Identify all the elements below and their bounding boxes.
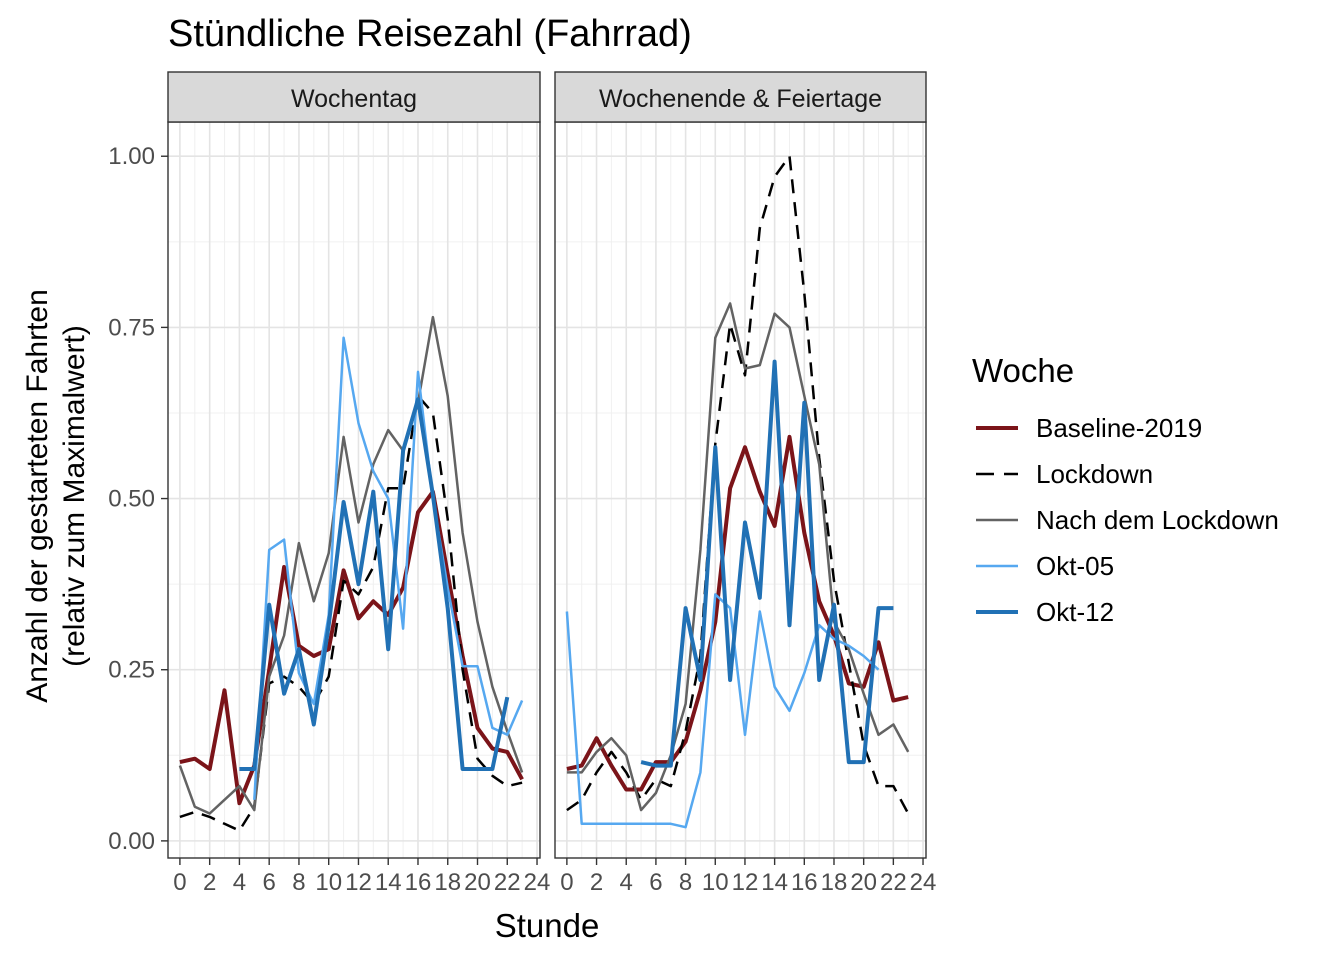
x-tick-label: 18 xyxy=(434,869,461,896)
x-tick-label: 16 xyxy=(405,869,432,896)
legend-item-okt-05: Okt-05 xyxy=(976,551,1114,581)
x-tick-label: 4 xyxy=(233,869,246,896)
legend-item-lockdown: Lockdown xyxy=(976,459,1153,489)
x-tick-label: 24 xyxy=(910,869,937,896)
legend-label: Lockdown xyxy=(1036,459,1153,489)
x-tick-label: 2 xyxy=(203,869,216,896)
x-tick-label: 6 xyxy=(649,869,662,896)
facet-strip-label: Wochenende & Feiertage xyxy=(599,85,882,113)
legend-item-nach-dem-lockdown: Nach dem Lockdown xyxy=(976,505,1279,535)
y-axis-label-line1: Anzahl der gestarteten Fahrten xyxy=(21,289,54,703)
series-line-okt-12-wochentag xyxy=(239,397,510,771)
y-tick-label: 0.00 xyxy=(108,828,155,855)
facet-strip-label: Wochentag xyxy=(291,85,417,113)
x-tick-label: 20 xyxy=(850,869,877,896)
series-line-lockdown-wochenende-and-feiertage xyxy=(566,154,910,815)
y-axis-label-line2: (relativ zum Maximalwert) xyxy=(58,325,91,667)
series-line-nach-dem-lockdown-wochenende-and-feiertage xyxy=(566,302,910,812)
x-tick-label: 20 xyxy=(464,869,491,896)
x-tick-label: 22 xyxy=(494,869,521,896)
x-tick-label: 6 xyxy=(263,869,276,896)
x-tick-label: 24 xyxy=(524,869,551,896)
facet-strip xyxy=(167,71,541,123)
x-tick-label: 14 xyxy=(375,869,402,896)
series-line-nach-dem-lockdown-wochentag xyxy=(178,315,524,815)
legend-item-okt-12: Okt-12 xyxy=(976,597,1114,627)
facet-strip xyxy=(554,71,927,123)
x-tick-label: 10 xyxy=(315,869,342,896)
legend-item-baseline-2019: Baseline-2019 xyxy=(976,413,1202,443)
y-tick-label: 0.75 xyxy=(108,314,155,341)
series-line-baseline-2019-wochenende-and-feiertage xyxy=(566,434,909,792)
x-tick-label: 18 xyxy=(821,869,848,896)
x-axis-label: Stunde xyxy=(495,907,600,944)
x-tick-label: 14 xyxy=(761,869,788,896)
chart-title: Stündliche Reisezahl (Fahrrad) xyxy=(168,13,692,55)
legend-label: Okt-12 xyxy=(1036,597,1114,627)
x-tick-label: 0 xyxy=(173,869,186,896)
series-line-okt-12-wochenende-and-feiertage xyxy=(640,359,894,768)
series-line-okt-05-wochentag xyxy=(253,336,524,800)
legend-label: Baseline-2019 xyxy=(1036,413,1202,443)
x-tick-label: 16 xyxy=(791,869,818,896)
panel-background xyxy=(555,122,926,858)
x-tick-label: 4 xyxy=(620,869,633,896)
x-tick-label: 8 xyxy=(292,869,305,896)
y-tick-label: 0.25 xyxy=(108,657,155,684)
legend: Woche Baseline-2019 Lockdown Nach dem Lock… xyxy=(972,352,1279,627)
x-tick-label: 2 xyxy=(590,869,603,896)
y-tick-label: 1.00 xyxy=(108,143,155,170)
x-tick-label: 12 xyxy=(732,869,759,896)
x-tick-label: 12 xyxy=(345,869,372,896)
y-tick-label: 0.50 xyxy=(108,486,155,513)
legend-label: Okt-05 xyxy=(1036,551,1114,581)
legend-label: Nach dem Lockdown xyxy=(1036,505,1279,535)
x-tick-label: 10 xyxy=(702,869,729,896)
x-tick-label: 22 xyxy=(880,869,907,896)
series-line-baseline-2019-wochentag xyxy=(179,489,524,806)
legend-title: Woche xyxy=(972,352,1074,389)
x-tick-label: 8 xyxy=(679,869,692,896)
x-tick-label: 0 xyxy=(560,869,573,896)
